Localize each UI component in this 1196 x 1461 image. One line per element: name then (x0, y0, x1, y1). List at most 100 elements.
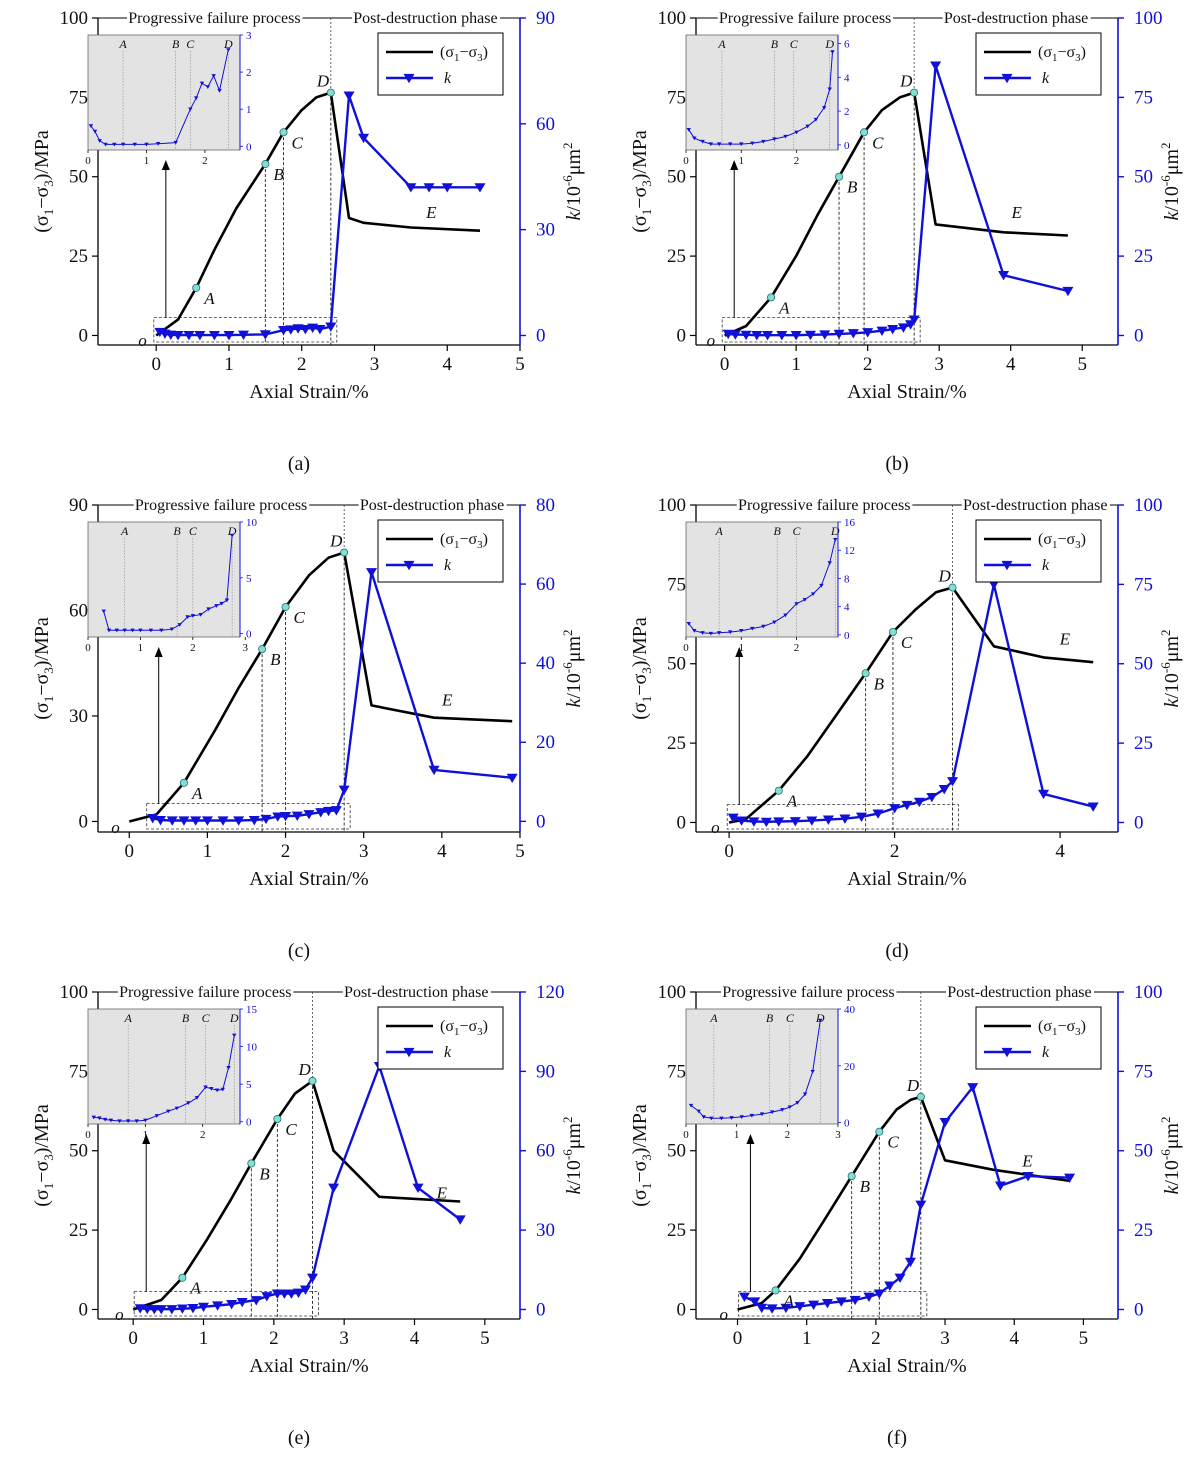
inset-k-point (772, 137, 777, 142)
inset-k-curve (690, 1020, 821, 1119)
y2-tick-label: 80 (536, 495, 555, 516)
y2-tick-label: 50 (1134, 167, 1153, 188)
y2-tick-label: 75 (1134, 87, 1153, 108)
k-point (738, 1292, 750, 1303)
k-point (998, 271, 1010, 281)
y-tick-label: 50 (69, 1141, 88, 1162)
point-C-marker (888, 627, 897, 636)
panel-c: Progressive failure process Post-destruct… (0, 487, 598, 974)
inset-k-point (190, 614, 196, 618)
x-tick-label: 4 (437, 841, 447, 862)
point-D-marker (916, 1092, 925, 1101)
k-point (1022, 1172, 1034, 1182)
y-tick-label: 100 (60, 982, 89, 1003)
point-E-label: E (1021, 1152, 1033, 1171)
legend-k-label: k (1042, 1044, 1050, 1061)
inset-k-point (708, 631, 714, 636)
k-point (839, 814, 851, 824)
inset-y-tick-label: 1 (246, 104, 252, 116)
y-axis-label: (σ1−σ3)/MPa (629, 617, 654, 720)
k-point (155, 1305, 167, 1315)
k-point (901, 800, 913, 811)
inset-k-point (787, 1105, 793, 1110)
k-point (183, 330, 195, 341)
inset-k-point (108, 1118, 114, 1123)
inset-k-point (701, 1115, 706, 1119)
x-tick-label: 4 (1009, 1328, 1019, 1349)
y-axis-label: (σ1−σ3)/MPa (629, 130, 654, 233)
y-tick-label: 50 (667, 1141, 686, 1162)
inset-background (87, 1008, 241, 1125)
inset-k-point (692, 136, 697, 141)
inset-k-point (686, 128, 691, 132)
phase-right-label: Post-destruction phase (963, 497, 1107, 514)
legend-k-label: k (444, 1044, 452, 1061)
y2-tick-label: 40 (536, 653, 555, 674)
zoom-arrow-head (154, 647, 163, 657)
inset-k-point (692, 629, 697, 633)
panel-d: Progressive failure process Post-destruct… (598, 487, 1196, 974)
x-tick-label: 2 (863, 354, 873, 375)
inset-k-point (827, 561, 832, 566)
x-tick-label: 4 (442, 354, 452, 375)
inset-k-point (194, 1096, 200, 1100)
point-C-marker (875, 1127, 884, 1136)
inset-k-point (154, 1114, 160, 1118)
phase-right-label: Post-destruction phase (944, 10, 1088, 27)
k-point (988, 580, 1000, 590)
inset-y-tick-label: 10 (246, 517, 258, 529)
inset-k-point (173, 140, 178, 145)
inset-k-point (827, 87, 832, 92)
inset-y-tick-label: 3 (246, 30, 252, 42)
y-axis-label: (σ1−σ3)/MPa (31, 130, 56, 233)
inset-k-point (759, 1112, 765, 1117)
y2-tick-label: 90 (536, 8, 555, 29)
k-point (913, 797, 925, 808)
inset-k-point (750, 141, 755, 146)
k-point (272, 812, 284, 822)
panel-caption: (e) (288, 1427, 310, 1449)
k-point (872, 809, 884, 819)
legend-k-marker (1001, 73, 1013, 84)
phase-right-label: Post-destruction phase (353, 10, 497, 27)
x-axis-label: Axial Strain/% (249, 868, 368, 890)
legend-box (377, 519, 504, 583)
k-point (248, 816, 260, 826)
phase-left-label: Progressive failure process (722, 984, 894, 1001)
x-tick-label: 1 (802, 1328, 812, 1349)
inset-k-point (226, 1065, 231, 1070)
k-point (343, 91, 355, 101)
inset-k-point (132, 142, 137, 147)
legend-k-label: k (1042, 70, 1050, 87)
inset-k-point (739, 1115, 744, 1119)
y2-tick-label: 30 (536, 1220, 555, 1241)
inset-marker-label-A: A (120, 524, 129, 538)
inset-marker-label-B: B (766, 1011, 774, 1025)
inset-x-tick-label: 0 (683, 642, 689, 654)
point-A-label: A (783, 1291, 795, 1310)
k-point (212, 1301, 224, 1311)
k-point (806, 816, 818, 826)
point-B-label: B (273, 165, 284, 184)
inset-k-point (203, 1085, 208, 1090)
legend-k-marker (403, 73, 415, 84)
phase-left-label: Progressive failure process (119, 984, 291, 1001)
inset-k-point (224, 598, 230, 603)
k-point (751, 331, 763, 341)
point-A-label: A (189, 1279, 201, 1298)
inset-k-point (688, 1103, 694, 1108)
y2-tick-label: 100 (1134, 982, 1163, 1003)
legend-k-marker (1001, 560, 1013, 571)
k-point (748, 817, 760, 827)
k-point (250, 1296, 262, 1306)
y2-axis-label: k/10-6μm2 (560, 629, 585, 707)
origin-label: o (707, 331, 716, 350)
point-D-label: D (899, 72, 913, 91)
k-point (198, 1302, 209, 1313)
zoom-arrow-head (142, 1134, 151, 1144)
inset-y-tick-label: 4 (844, 72, 850, 84)
k-point (299, 1285, 311, 1295)
y2-tick-label: 20 (536, 732, 555, 753)
y2-tick-label: 0 (536, 1299, 546, 1320)
k-point (187, 1304, 199, 1314)
